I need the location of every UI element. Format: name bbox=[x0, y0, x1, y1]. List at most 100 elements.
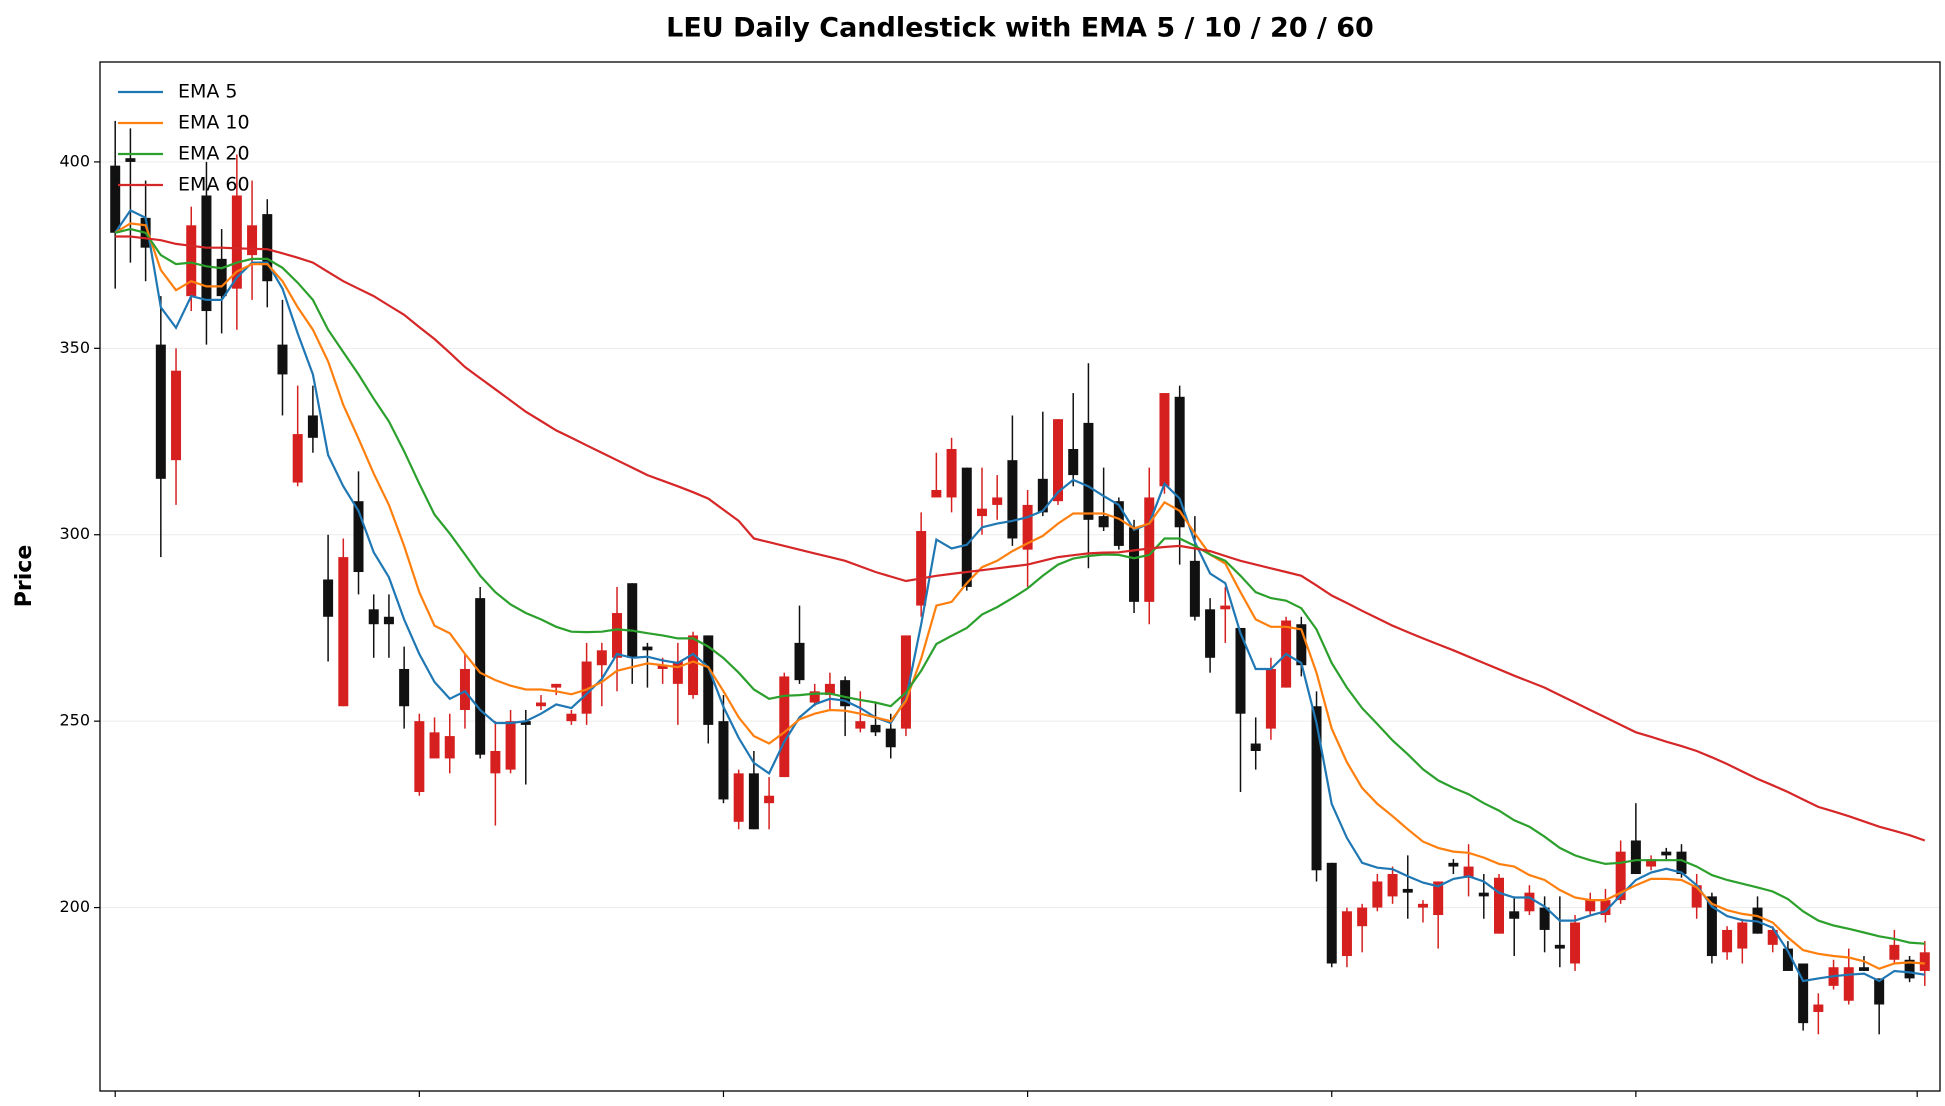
candle-body bbox=[566, 713, 577, 722]
candle-body bbox=[429, 732, 440, 759]
candle-body bbox=[961, 467, 972, 587]
candle-body bbox=[216, 258, 227, 297]
candle-body bbox=[779, 676, 790, 778]
candle-body bbox=[1387, 874, 1398, 897]
candle-body bbox=[1524, 892, 1535, 912]
candle-body bbox=[505, 721, 516, 770]
candle-body bbox=[186, 225, 197, 297]
candle-body bbox=[1113, 501, 1124, 546]
candle-body bbox=[307, 415, 318, 438]
candle-body bbox=[535, 702, 546, 707]
candle-body bbox=[1706, 896, 1717, 957]
candle-body bbox=[612, 613, 623, 658]
candle-body bbox=[338, 557, 349, 707]
candle-body bbox=[1722, 929, 1733, 953]
candle-body bbox=[1068, 448, 1079, 476]
candle-body bbox=[1874, 978, 1885, 1005]
candle-body bbox=[764, 795, 775, 804]
y-tick-label: 400 bbox=[59, 151, 90, 170]
candle-body bbox=[155, 344, 166, 479]
candle-body bbox=[1478, 892, 1489, 897]
candle-body bbox=[368, 609, 379, 625]
candle-body bbox=[885, 728, 896, 748]
candle-body bbox=[840, 680, 851, 707]
candle-body bbox=[1661, 851, 1672, 856]
candle-body bbox=[1220, 605, 1231, 610]
y-tick-label: 300 bbox=[59, 524, 90, 543]
candle-body bbox=[383, 616, 394, 625]
candle-body bbox=[292, 434, 303, 483]
candles bbox=[110, 120, 1930, 1035]
chart-title: LEU Daily Candlestick with EMA 5 / 10 / … bbox=[666, 13, 1374, 44]
candle-body bbox=[1600, 900, 1611, 916]
candle-body bbox=[1676, 851, 1687, 875]
candle-body bbox=[1615, 851, 1626, 901]
candle-body bbox=[688, 635, 699, 696]
legend-label: EMA 60 bbox=[178, 174, 250, 196]
candle-body bbox=[809, 691, 820, 703]
candle-body bbox=[1037, 478, 1048, 513]
candle-body bbox=[703, 635, 714, 725]
candle-body bbox=[1357, 907, 1368, 927]
candle-body bbox=[992, 497, 1003, 505]
ema-line bbox=[114, 222, 1925, 970]
candle-body bbox=[1311, 706, 1322, 871]
candle-body bbox=[855, 721, 866, 729]
candle-body bbox=[916, 531, 927, 606]
candle-body bbox=[976, 508, 987, 517]
candle-body bbox=[444, 736, 455, 759]
candle-body bbox=[1539, 907, 1550, 930]
candle-body bbox=[247, 225, 258, 256]
candle-body bbox=[1205, 609, 1216, 658]
candle-body bbox=[794, 642, 805, 681]
candle-body bbox=[1448, 862, 1459, 867]
candle-body bbox=[748, 773, 759, 830]
candle-body bbox=[1296, 624, 1307, 666]
candle-body bbox=[459, 668, 470, 710]
candle-body bbox=[1129, 527, 1140, 602]
candle-body bbox=[399, 668, 410, 707]
candle-body bbox=[718, 721, 729, 800]
candle-body bbox=[1174, 396, 1185, 528]
candle-body bbox=[1509, 911, 1520, 919]
candle-body bbox=[672, 661, 683, 684]
candle-body bbox=[1250, 743, 1261, 751]
candle-body bbox=[870, 724, 881, 733]
candle-body bbox=[657, 665, 668, 669]
candle-body bbox=[1417, 903, 1428, 908]
candle-body bbox=[946, 448, 957, 498]
legend: EMA 5 EMA 10 EMA 20 EMA 60 bbox=[118, 81, 250, 196]
candle-body bbox=[353, 501, 364, 573]
candle-body bbox=[323, 579, 334, 617]
candle-body bbox=[1798, 963, 1809, 1024]
candle-body bbox=[824, 683, 835, 696]
candle-body bbox=[596, 650, 607, 666]
candle-body bbox=[1007, 460, 1018, 539]
candle-body bbox=[490, 750, 501, 774]
candle-body bbox=[627, 583, 638, 658]
candle-body bbox=[110, 165, 121, 233]
candle-body bbox=[171, 370, 182, 461]
y-axis-label: Price bbox=[12, 545, 37, 607]
candle-body bbox=[1782, 948, 1793, 971]
candle-body bbox=[1889, 944, 1900, 960]
candle-body bbox=[1433, 881, 1444, 916]
candle-body bbox=[1858, 967, 1869, 971]
grid bbox=[100, 161, 1940, 909]
candle-body bbox=[125, 158, 136, 162]
candle-body bbox=[642, 646, 653, 651]
candle-body bbox=[1737, 922, 1748, 949]
candle-body bbox=[475, 598, 486, 755]
candle-body bbox=[931, 490, 942, 498]
candle-body bbox=[1402, 888, 1413, 893]
ema-lines bbox=[114, 208, 1926, 983]
candle-body bbox=[1494, 877, 1505, 934]
candle-body bbox=[1630, 840, 1641, 875]
candle-body bbox=[1767, 929, 1778, 945]
candle-body bbox=[1843, 967, 1854, 1001]
candle-body bbox=[520, 721, 531, 725]
candle-body bbox=[1053, 419, 1064, 502]
candle-body bbox=[1341, 911, 1352, 957]
